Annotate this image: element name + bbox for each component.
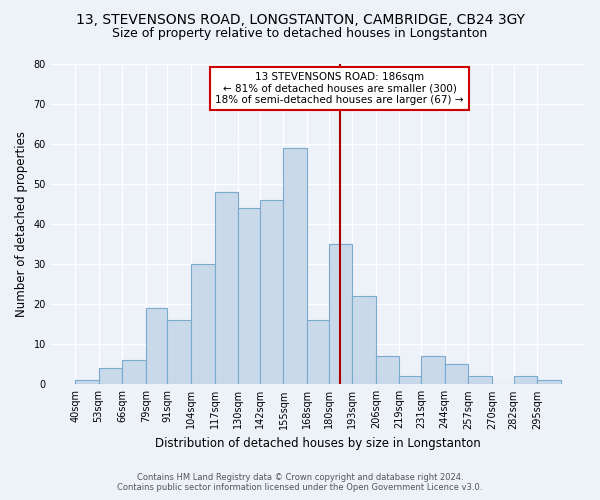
Bar [191, 264, 215, 384]
Bar [260, 200, 283, 384]
Bar [167, 320, 191, 384]
Bar [215, 192, 238, 384]
Bar [352, 296, 376, 384]
Bar [514, 376, 537, 384]
Bar [98, 368, 122, 384]
Bar [283, 148, 307, 384]
Bar [537, 380, 561, 384]
Bar [75, 380, 98, 384]
Bar [400, 376, 421, 384]
Bar [445, 364, 469, 384]
Bar [469, 376, 492, 384]
X-axis label: Distribution of detached houses by size in Longstanton: Distribution of detached houses by size … [155, 437, 481, 450]
Text: 13 STEVENSONS ROAD: 186sqm
← 81% of detached houses are smaller (300)
18% of sem: 13 STEVENSONS ROAD: 186sqm ← 81% of deta… [215, 72, 464, 105]
Bar [376, 356, 400, 384]
Bar [421, 356, 445, 384]
Text: Size of property relative to detached houses in Longstanton: Size of property relative to detached ho… [112, 28, 488, 40]
Bar [329, 244, 352, 384]
Text: Contains HM Land Registry data © Crown copyright and database right 2024.
Contai: Contains HM Land Registry data © Crown c… [118, 473, 482, 492]
Text: 13, STEVENSONS ROAD, LONGSTANTON, CAMBRIDGE, CB24 3GY: 13, STEVENSONS ROAD, LONGSTANTON, CAMBRI… [76, 12, 524, 26]
Bar [307, 320, 329, 384]
Bar [146, 308, 167, 384]
Bar [238, 208, 260, 384]
Bar [122, 360, 146, 384]
Y-axis label: Number of detached properties: Number of detached properties [15, 131, 28, 317]
